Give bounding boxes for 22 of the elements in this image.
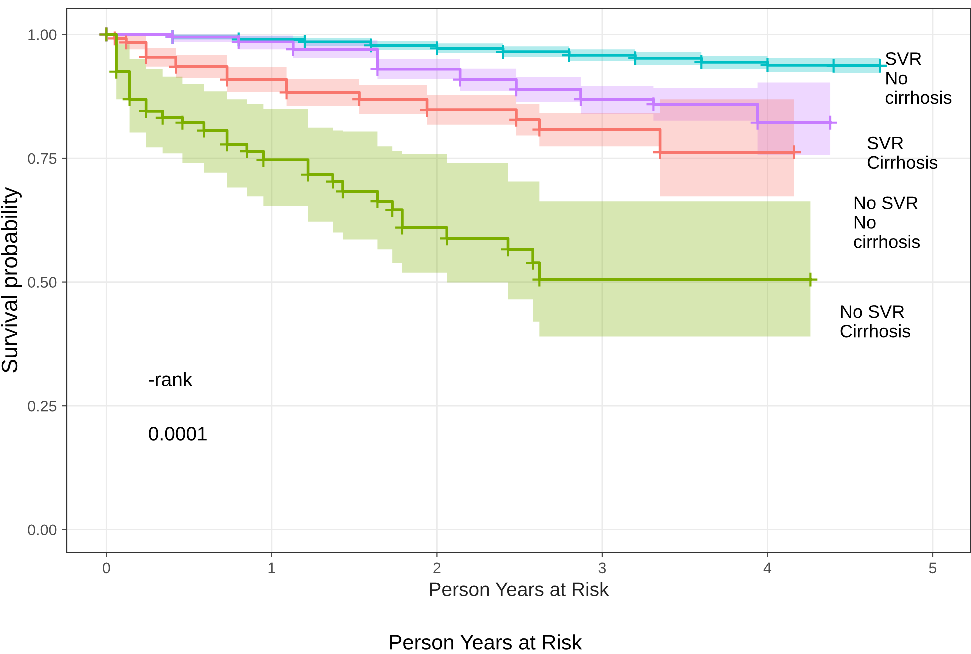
series-label: SVR No cirrhosis	[886, 52, 952, 104]
annotation: -rank	[149, 372, 193, 386]
series-label: SVR Cirrhosis	[868, 136, 938, 170]
x-tick-label: 2	[434, 562, 441, 574]
x-tick-label: 5	[929, 562, 937, 574]
x-tick-label: 3	[598, 562, 606, 574]
x-axis-title: Person Years at Risk	[430, 582, 610, 596]
y-tick-label: 0.25	[28, 400, 57, 412]
text: No SVR No cirrhosis	[854, 196, 920, 248]
x-tick-label: 0	[103, 562, 110, 574]
y-tick-label: 1.00	[28, 30, 57, 40]
x-tick-label: 4	[764, 562, 772, 574]
y-axis-title: Survival probability	[1, 187, 22, 373]
x-tick-label: 1	[268, 562, 276, 574]
point	[561, 48, 578, 64]
y-tick-label: 0.00	[28, 524, 57, 536]
annotation: 0.0001	[149, 427, 207, 441]
point	[694, 54, 710, 70]
text: Person Years at Risk	[390, 634, 582, 650]
series-label: No SVR Cirrhosis	[840, 306, 910, 338]
y-tick-label: 0.75	[28, 153, 57, 164]
y-tick-label: 0.50	[28, 277, 57, 288]
